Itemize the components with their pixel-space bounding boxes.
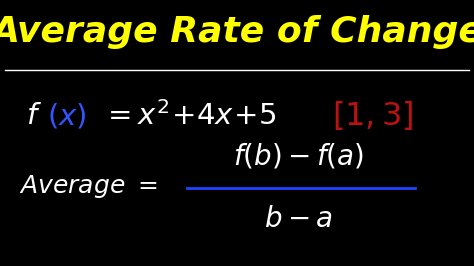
Text: $f(b)-f(a)$: $f(b)-f(a)$ xyxy=(233,141,364,170)
Text: $= x^2\!+\!4x\!+\!5$: $= x^2\!+\!4x\!+\!5$ xyxy=(102,101,276,131)
Text: $Average\ =$: $Average\ =$ xyxy=(19,173,158,200)
Text: $[1,3]$: $[1,3]$ xyxy=(332,99,413,132)
Text: Average Rate of Change: Average Rate of Change xyxy=(0,15,474,49)
Text: $b - a$: $b - a$ xyxy=(264,206,333,233)
Text: $(x)$: $(x)$ xyxy=(47,101,87,130)
Text: $f$: $f$ xyxy=(26,102,42,130)
